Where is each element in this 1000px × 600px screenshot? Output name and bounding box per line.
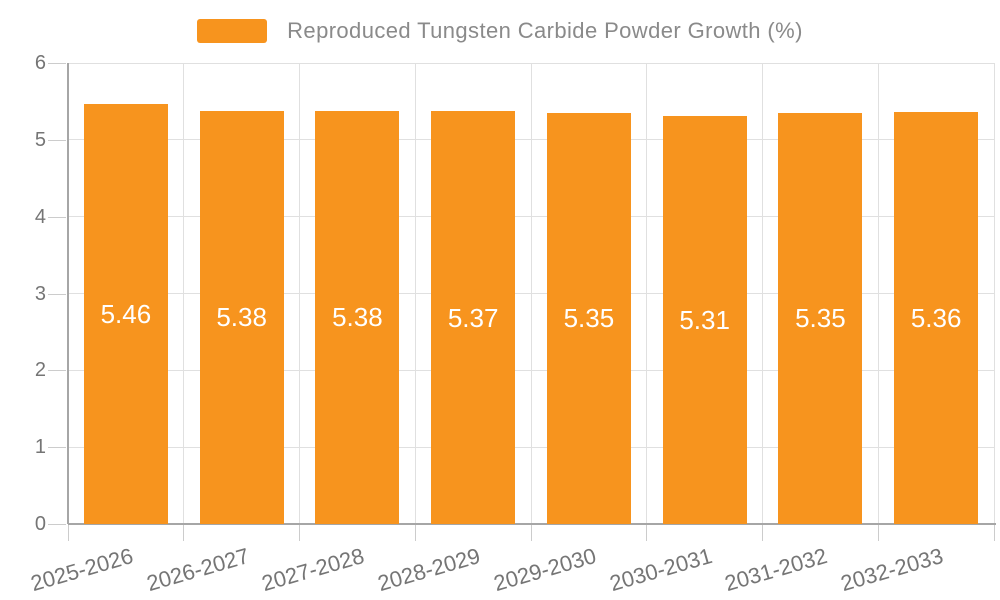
y-tick-label: 3 <box>34 282 46 305</box>
x-tick <box>993 525 995 541</box>
bar[interactable] <box>662 116 747 524</box>
y-axis-line <box>67 63 69 524</box>
y-tick <box>48 370 66 372</box>
bar-value-label: 5.37 <box>447 302 499 333</box>
y-tick <box>48 447 66 449</box>
x-tick <box>67 525 69 541</box>
x-gridline <box>762 63 763 524</box>
y-tick <box>48 139 66 141</box>
y-tick <box>48 293 66 295</box>
bar-value-label: 5.46 <box>100 299 152 330</box>
bar-value-label: 5.35 <box>795 303 846 334</box>
x-gridline <box>646 63 648 524</box>
x-gridline <box>183 63 185 524</box>
y-tick-label: 1 <box>34 436 46 459</box>
legend[interactable]: Reproduced Tungsten Carbide Powder Growt… <box>0 17 1000 45</box>
bar[interactable] <box>315 110 400 524</box>
bar-value-label: 5.36 <box>910 303 962 334</box>
y-tick <box>48 216 66 218</box>
y-tick-label: 0 <box>34 513 46 535</box>
x-gridline <box>530 63 532 524</box>
x-gridline <box>877 63 879 524</box>
y-tick <box>48 63 66 64</box>
x-tick <box>183 525 185 541</box>
x-gridline <box>299 63 300 524</box>
y-tick-label: 4 <box>34 205 46 228</box>
bar-value-label: 5.35 <box>563 303 615 334</box>
y-tick-label: 2 <box>34 359 46 382</box>
x-tick <box>646 525 648 541</box>
x-tick <box>530 525 532 541</box>
x-axis-line <box>68 523 996 525</box>
x-tick <box>762 525 763 541</box>
legend-swatch-icon <box>197 19 268 43</box>
bar-value-label: 5.38 <box>332 302 383 333</box>
x-gridline <box>414 63 416 524</box>
x-tick <box>414 525 416 541</box>
bar[interactable] <box>431 111 516 524</box>
bar[interactable] <box>199 110 284 524</box>
legend-label: Reproduced Tungsten Carbide Powder Growt… <box>287 18 803 43</box>
y-tick-label: 5 <box>34 128 46 151</box>
x-tick <box>877 525 879 541</box>
y-tick <box>48 524 66 525</box>
bar[interactable] <box>778 112 863 524</box>
bar[interactable] <box>83 104 168 524</box>
bar[interactable] <box>894 112 979 524</box>
bar[interactable] <box>546 112 631 524</box>
y-tick-label: 6 <box>34 52 46 74</box>
bar-value-label: 5.38 <box>216 302 267 333</box>
x-gridline <box>993 63 995 524</box>
x-tick <box>299 525 300 541</box>
bar-value-label: 5.31 <box>679 305 730 335</box>
